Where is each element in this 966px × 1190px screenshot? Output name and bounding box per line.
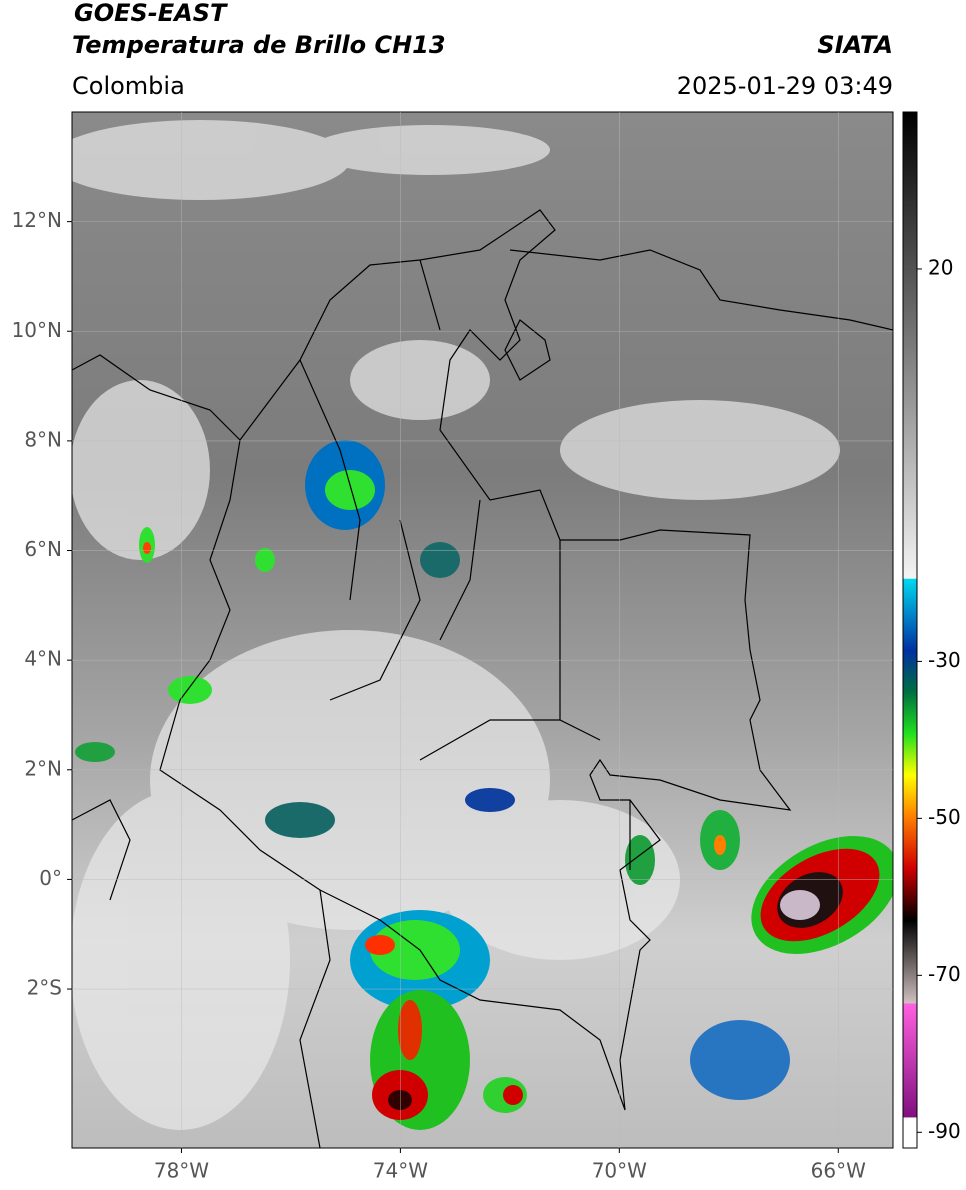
- region: Colombia: [72, 72, 185, 100]
- title: GOES-EAST: [74, 0, 228, 27]
- lat-tick-label: 4°N: [24, 647, 62, 671]
- map-frame: [71, 111, 894, 1149]
- datetime: 2025-01-29 03:49: [677, 72, 893, 100]
- colorbar-tick-label: 20: [928, 255, 953, 279]
- lat-tick-label: 2°N: [24, 756, 62, 780]
- lat-tick-label: 12°N: [12, 208, 62, 232]
- source: SIATA: [817, 31, 893, 59]
- lat-tick-label: 6°N: [24, 537, 62, 561]
- lon-tick-label: 66°W: [811, 1159, 866, 1183]
- lon-tick-label: 70°W: [592, 1159, 647, 1183]
- colorbar-tick-label: -90: [928, 1119, 961, 1143]
- colorbar-tick-label: -50: [928, 805, 961, 829]
- lat-tick-label: 0°: [39, 866, 62, 890]
- lat-tick-label: 8°N: [24, 427, 62, 451]
- lat-tick-label: 2°S: [27, 976, 62, 1000]
- lat-tick-label: 10°N: [12, 318, 62, 342]
- lon-tick-label: 78°W: [154, 1159, 209, 1183]
- map-image: [72, 112, 893, 1148]
- colorbar-tick-label: -30: [928, 648, 961, 672]
- subtitle: Temperatura de Brillo CH13: [72, 31, 446, 59]
- colorbar: [902, 111, 918, 1149]
- colorbar-tick-label: -70: [928, 962, 961, 986]
- lon-tick-label: 74°W: [373, 1159, 428, 1183]
